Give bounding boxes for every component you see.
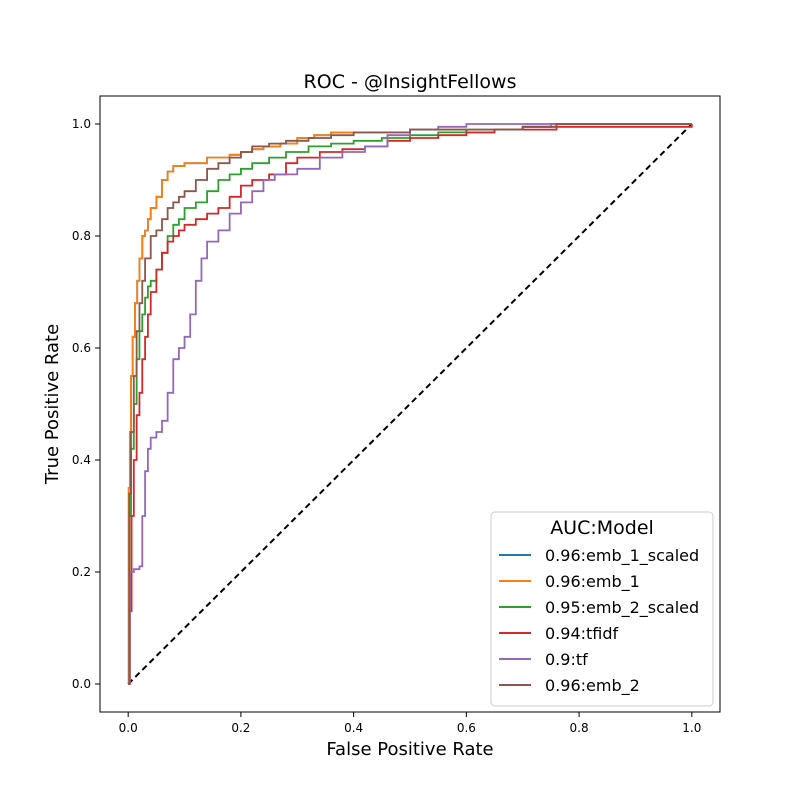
y-tick-label: 0.4 — [72, 453, 91, 467]
plot-content — [127, 123, 693, 685]
legend-entry-label: 0.94:tfidf — [545, 624, 619, 643]
axis-ticks: 0.0 0.2 0.4 0.6 0.8 1.0 0.0 0.2 0.4 0.6 0.8 1.0 — [72, 117, 701, 735]
x-tick-label: 0.2 — [231, 721, 250, 735]
y-tick-label: 0.8 — [72, 229, 91, 243]
x-tick-label: 1.0 — [682, 721, 701, 735]
legend-entry-label: 0.96:emb_1 — [545, 572, 640, 592]
plot-frame — [99, 95, 721, 713]
legend-entry-label: 0.96:emb_1_scaled — [545, 546, 699, 566]
y-tick-label: 0.2 — [72, 565, 91, 579]
legend-entry-label: 0.9:tf — [545, 650, 588, 669]
legend-title: AUC:Model — [550, 517, 654, 539]
y-tick-label: 0.0 — [72, 677, 91, 691]
y-tick-label: 0.6 — [72, 341, 91, 355]
legend-entry-label: 0.96:emb_2 — [545, 676, 640, 696]
series-line-0-94-tfidf — [128, 124, 693, 685]
legend-entries: 0.96:emb_1_scaled 0.96:emb_1 0.95:emb_2_sc… — [499, 546, 699, 696]
series-line-0-96-emb-2 — [128, 123, 692, 685]
legend-box — [490, 511, 714, 707]
y-tick-label: 1.0 — [72, 117, 91, 131]
series-line-0-9-tf — [128, 123, 692, 685]
y-axis-label: True Positive Rate — [42, 324, 63, 485]
reference-diagonal-line — [127, 123, 693, 685]
legend-entry-label: 0.95:emb_2_scaled — [545, 598, 699, 618]
x-tick-label: 0.8 — [570, 721, 589, 735]
x-tick-label: 0.4 — [344, 721, 363, 735]
x-tick-label: 0.0 — [119, 721, 138, 735]
chart-title: ROC - @InsightFellows — [304, 71, 517, 93]
x-tick-label: 0.6 — [457, 721, 476, 735]
legend: AUC:Model 0.96:emb_1_scaled0.96:emb_10.9… — [490, 511, 714, 707]
x-axis-label: False Positive Rate — [326, 739, 493, 760]
